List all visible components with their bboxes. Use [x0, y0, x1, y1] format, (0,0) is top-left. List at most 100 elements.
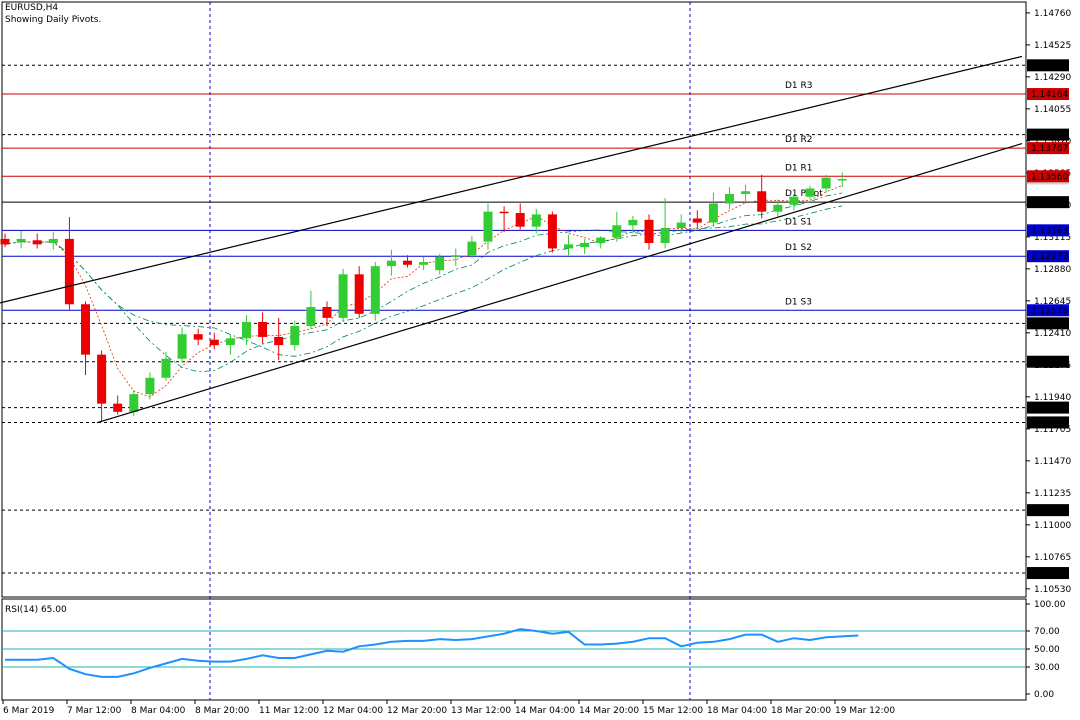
- price-tick-label: 1.10765: [1034, 553, 1071, 563]
- candle-body: [113, 403, 123, 412]
- price-tick-label: 1.13115: [1034, 233, 1071, 243]
- candle-body: [64, 238, 74, 305]
- candle-body: [515, 213, 525, 227]
- candle-body: [32, 240, 42, 245]
- level-price-label: 1.11861: [1031, 404, 1068, 414]
- moving-average-line: [4, 205, 843, 357]
- level-price-box: [1027, 567, 1069, 580]
- candle-body: [81, 304, 90, 355]
- time-tick-label: 14 Mar 04:00: [515, 706, 575, 716]
- candle-body: [773, 204, 783, 212]
- rsi-title: RSI(14) 65.00: [5, 605, 67, 615]
- rsi-tick-label: 70.00: [1034, 627, 1060, 637]
- candle-body: [338, 274, 348, 318]
- level-price-label: 1.14375: [1031, 61, 1068, 71]
- candle-body: [225, 338, 235, 346]
- candle-body: [161, 358, 171, 378]
- candle-body: [193, 334, 203, 340]
- pivot-price-label: 1.13370: [1031, 198, 1068, 208]
- level-price-box: [1027, 128, 1069, 141]
- moving-average-line: [4, 192, 843, 373]
- price-tick-label: 1.13820: [1034, 137, 1071, 147]
- level-price-box: [1027, 401, 1069, 414]
- pivot-price-box: [1027, 250, 1069, 263]
- candle-body: [628, 219, 638, 226]
- pivot-label: D1 R3: [785, 81, 813, 91]
- pivot-price-box: [1027, 304, 1069, 317]
- rsi-tick-label: 100.00: [1034, 600, 1066, 610]
- grid-layer: [1, 1, 1027, 701]
- candle-body: [821, 177, 831, 189]
- candle-body: [97, 354, 107, 404]
- price-tick-label: 1.11235: [1034, 489, 1071, 499]
- trend-channel-line: [96, 143, 1023, 424]
- candle-body: [725, 193, 734, 204]
- level-price-box: [1027, 504, 1069, 517]
- pivot-label: D1 S2: [785, 243, 812, 253]
- time-tick-label: 18 Mar 04:00: [707, 706, 767, 716]
- price-tick-label: 1.14525: [1034, 41, 1071, 51]
- time-tick-label: 8 Mar 04:00: [131, 706, 186, 716]
- candle-body: [547, 214, 557, 249]
- candle-body: [483, 211, 493, 242]
- level-layer: D1 R3 D1 R2 D1 R1 D1 Pivot D1 S1 D1 S2 D1 S3: [2, 64, 1026, 574]
- pivot-price-box: [1027, 170, 1069, 183]
- candles-layer: [0, 172, 847, 422]
- candle-body: [16, 238, 26, 242]
- time-tick-label: 13 Mar 12:00: [451, 706, 511, 716]
- time-tick-label: 14 Mar 20:00: [579, 706, 639, 716]
- price-tick-label: 1.10530: [1034, 585, 1071, 595]
- pivot-price-box: [1027, 142, 1069, 155]
- candle-body: [209, 339, 219, 346]
- channel-layer: [0, 55, 1023, 424]
- level-price-label: 1.11108: [1031, 506, 1068, 516]
- candle-body: [370, 266, 380, 314]
- pivot-label: D1 Pivot: [785, 189, 823, 199]
- pivot-price-label: 1.12973: [1031, 252, 1068, 262]
- moving-average-layer: [4, 185, 843, 398]
- level-price-label: 1.12480: [1031, 319, 1068, 329]
- price-tick-label: 1.14290: [1034, 73, 1071, 83]
- candle-body: [612, 225, 622, 238]
- pivot-price-label: 1.13163: [1031, 226, 1068, 236]
- level-price-label: 1.13866: [1031, 131, 1068, 141]
- candle-body: [274, 336, 284, 346]
- chart-symbol-label: EURUSD,H4: [5, 3, 59, 13]
- level-price-box: [1027, 317, 1069, 330]
- price-tick-label: 1.12645: [1034, 297, 1071, 307]
- level-price-label: 1.10646: [1031, 569, 1068, 579]
- candle-body: [258, 321, 268, 337]
- time-tick-label: 12 Mar 20:00: [387, 706, 447, 716]
- candle-body: [0, 238, 10, 245]
- candle-body: [531, 214, 541, 227]
- time-tick-label: 15 Mar 12:00: [643, 706, 703, 716]
- candle-body: [129, 394, 139, 412]
- pivot-label: D1 S1: [785, 217, 812, 227]
- rsi-tick-label: 0.00: [1034, 690, 1054, 700]
- rsi-line: [5, 628, 859, 678]
- pivot-label: D1 R2: [785, 135, 813, 145]
- level-price-box: [1027, 416, 1069, 429]
- price-axis: 1.14760 1.14525 1.14290 1.14055 1.13820 1.135…: [1026, 9, 1071, 595]
- rsi-tick-label: 30.00: [1034, 663, 1060, 673]
- price-tick-label: 1.14760: [1034, 9, 1071, 19]
- trend-channel-line: [0, 55, 1023, 304]
- price-tick-label: 1.14055: [1034, 105, 1071, 115]
- price-tick-label: 1.11940: [1034, 393, 1071, 403]
- rsi-tick-label: 50.00: [1034, 645, 1060, 655]
- time-tick-label: 6 Mar 2019: [3, 706, 55, 716]
- main-panel-frame: [1, 1, 1027, 598]
- level-price-box: [1027, 355, 1069, 368]
- price-tick-label: 1.12410: [1034, 329, 1071, 339]
- pivot-price-box: [1027, 88, 1069, 101]
- level-price-label: 1.12198: [1031, 358, 1068, 368]
- candle-body: [660, 228, 670, 243]
- candle-body: [451, 255, 461, 257]
- candle-body: [692, 218, 702, 223]
- pivot-price-label: 1.13767: [1031, 144, 1068, 154]
- candle-body: [322, 306, 332, 318]
- time-axis: 6 Mar 2019 7 Mar 12:00 8 Mar 04:00 8 Mar 20…: [2, 700, 895, 716]
- candle-body: [837, 179, 847, 181]
- candle-body: [242, 321, 251, 339]
